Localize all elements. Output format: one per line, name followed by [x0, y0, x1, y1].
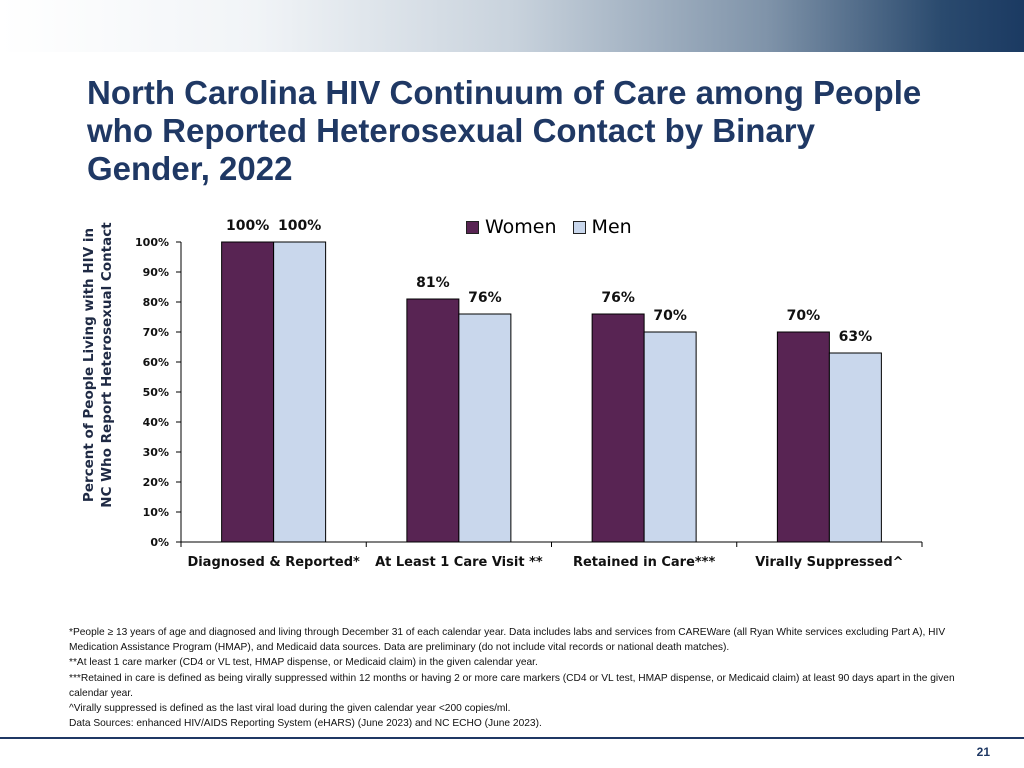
data-label-women: 76%	[601, 290, 635, 306]
y-tick-label: 20%	[143, 476, 169, 489]
footnote-care-visit: **At least 1 care marker (CD4 or VL test…	[69, 657, 538, 669]
bar-men	[828, 352, 882, 543]
legend-swatch-women	[466, 220, 479, 234]
bar-women	[776, 331, 830, 543]
legend-item-women: Women	[466, 216, 557, 238]
y-tick-label: 60%	[143, 356, 169, 369]
x-tick-label: Retained in Care***	[573, 555, 716, 570]
y-tick-label: 70%	[143, 326, 169, 339]
legend-swatch-men	[572, 220, 586, 234]
footer-rule	[0, 737, 1024, 739]
y-tick-label: 50%	[143, 386, 169, 399]
data-label-men: 63%	[839, 329, 873, 345]
bar-women	[591, 313, 645, 543]
page-number: 21	[976, 745, 990, 759]
y-tick-label: 80%	[143, 296, 169, 309]
data-label-women: 81%	[416, 275, 450, 291]
legend-label-men: Men	[591, 216, 632, 238]
footnote-diagnosed: *People ≥ 13 years of age and diagnosed …	[69, 627, 946, 654]
footnote-suppressed: ^Virally suppressed is defined as the la…	[69, 703, 511, 715]
x-tick-label: Virally Suppressed^	[755, 555, 903, 570]
x-tick-label: Diagnosed & Reported*	[187, 555, 360, 570]
y-tick-label: 40%	[143, 416, 169, 429]
data-label-men: 70%	[653, 308, 687, 324]
footnotes: *People ≥ 13 years of age and diagnosed …	[69, 625, 969, 731]
x-tick-label: At Least 1 Care Visit **	[375, 555, 543, 570]
bar-men	[273, 241, 327, 543]
bar-chart: 0% 10% 20% 30% 40% 50% 60% 70% 80% 90% 100% 100% 100…	[135, 218, 923, 570]
legend-item-men: Men	[572, 216, 632, 238]
y-tick-label: 30%	[143, 446, 169, 459]
legend-label-women: Women	[485, 216, 557, 238]
footnote-retained: ***Retained in care is defined as being …	[69, 672, 955, 699]
bar-women	[406, 298, 460, 543]
bar-women	[221, 241, 275, 543]
data-label-men: 76%	[468, 290, 502, 306]
y-tick-label: 10%	[143, 506, 169, 519]
y-tick-label: 90%	[143, 266, 169, 279]
bar-men	[643, 331, 697, 543]
data-label-men: 100%	[278, 218, 321, 234]
data-label-women: 100%	[226, 218, 269, 234]
footnote-sources: Data Sources: enhanced HIV/AIDS Reportin…	[69, 718, 542, 730]
slide-title: North Carolina HIV Continuum of Care amo…	[87, 74, 922, 187]
header-band	[0, 0, 1024, 52]
y-tick-label: 100%	[135, 236, 169, 249]
y-tick-label: 0%	[150, 536, 169, 549]
bar-men	[458, 313, 512, 543]
data-label-women: 70%	[787, 308, 821, 324]
chart-legend: Women Men	[466, 216, 648, 238]
